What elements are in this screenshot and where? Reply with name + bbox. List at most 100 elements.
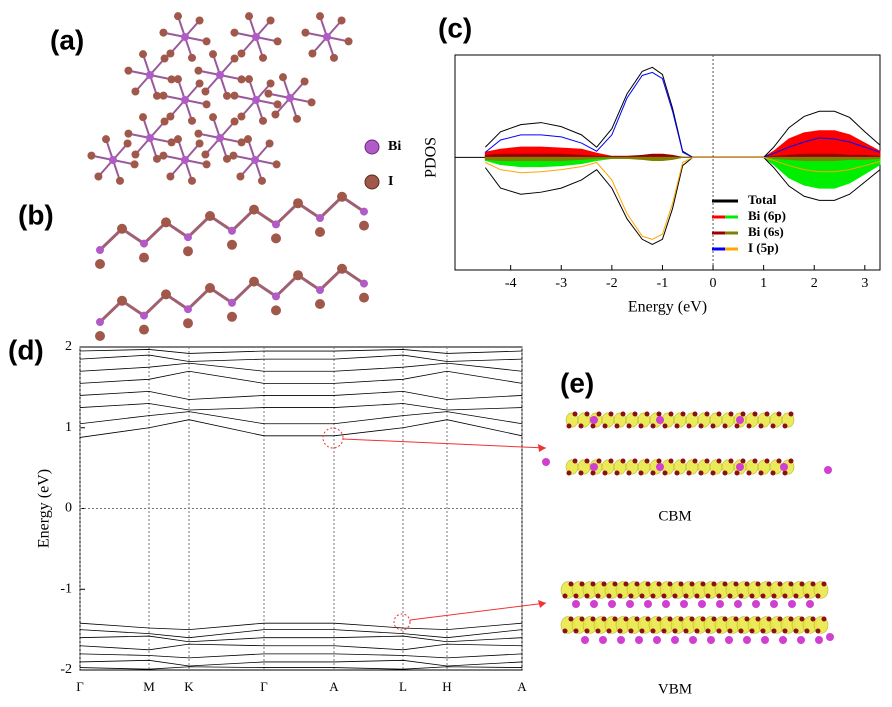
atom	[746, 470, 752, 476]
x-tick-label: -3	[555, 276, 567, 291]
atom	[661, 593, 667, 599]
atom-bi	[184, 233, 192, 242]
legend-label: Bi (6s)	[748, 224, 784, 239]
panel-label: (a)	[50, 24, 84, 55]
atom-bi	[272, 292, 280, 301]
atom	[727, 593, 733, 599]
atom	[568, 616, 574, 622]
atom-bi	[725, 636, 733, 644]
atom-bi	[662, 600, 670, 608]
x-tick-label: -2	[606, 276, 618, 291]
atom	[776, 411, 782, 417]
atom-i	[124, 66, 133, 75]
atom-i	[152, 154, 161, 163]
atom	[579, 616, 585, 622]
band-line	[79, 622, 523, 631]
atom	[749, 628, 755, 634]
atom	[771, 593, 777, 599]
atom	[728, 458, 734, 464]
y-tick-label: 1	[65, 420, 72, 435]
atom	[584, 628, 590, 634]
atom-bi	[181, 156, 189, 164]
atom-i	[202, 100, 211, 109]
atom	[686, 470, 692, 476]
band-line	[79, 629, 523, 639]
atom	[601, 616, 607, 622]
atom-i	[230, 28, 239, 37]
atom-i	[315, 227, 325, 237]
atom-i	[130, 160, 139, 169]
atom-i	[152, 91, 161, 100]
x-tick-label: -4	[505, 276, 517, 291]
x-axis-label: Energy (eV)	[628, 299, 707, 316]
atom-bi	[360, 207, 368, 216]
x-tick-label: A	[517, 679, 527, 694]
atom-bi	[162, 290, 170, 299]
atom-label: I	[388, 174, 393, 189]
atom	[650, 423, 656, 429]
atom-label: Bi	[388, 139, 401, 154]
atom	[568, 581, 574, 587]
atom	[704, 458, 710, 464]
atom	[788, 458, 794, 464]
structure-top-view	[87, 12, 353, 185]
atom-i	[258, 116, 267, 125]
atom-bi	[323, 33, 331, 41]
x-tick-label: 1	[760, 276, 767, 291]
atom	[650, 628, 656, 634]
y-axis-label: Energy (eV)	[36, 469, 53, 548]
atom-i	[264, 89, 273, 98]
atom-i	[222, 154, 231, 163]
atom-i	[316, 12, 325, 21]
atom-bi	[671, 636, 679, 644]
atom-bi	[797, 636, 805, 644]
atom	[590, 423, 596, 429]
atom-i	[266, 16, 275, 25]
atom	[638, 423, 644, 429]
atom	[738, 628, 744, 634]
atom-bi	[316, 286, 324, 294]
x-tick-label: 2	[811, 276, 818, 291]
atom	[734, 470, 740, 476]
bond	[186, 286, 212, 311]
atom-bi	[140, 311, 148, 320]
atom-i	[174, 135, 183, 144]
atom	[672, 628, 678, 634]
atom	[606, 593, 612, 599]
atom	[614, 470, 620, 476]
atom	[692, 411, 698, 417]
atom-bi	[698, 600, 706, 608]
atom-i	[258, 53, 267, 62]
atom	[692, 458, 698, 464]
atom	[656, 458, 662, 464]
atom-i	[131, 87, 140, 96]
atom	[733, 581, 739, 587]
atom	[662, 470, 668, 476]
atom-i	[102, 135, 111, 144]
atom-bi	[656, 416, 664, 424]
atom-bi	[206, 212, 214, 220]
atom-bi	[96, 246, 104, 254]
atom-i	[139, 252, 149, 263]
atom	[578, 423, 584, 429]
band-line	[79, 391, 523, 400]
x-tick-label: K	[184, 679, 194, 694]
atom-i	[222, 91, 231, 100]
atom-i	[245, 75, 254, 84]
atom	[614, 423, 620, 429]
atom-i	[187, 53, 196, 62]
atom	[562, 628, 568, 634]
atom-i	[167, 138, 176, 147]
atom	[667, 581, 673, 587]
y-tick-label: 2	[65, 339, 72, 354]
atom-i	[265, 139, 274, 148]
atom-bi	[228, 298, 236, 307]
atom	[746, 423, 752, 429]
y-tick-label: -1	[60, 581, 72, 596]
atom	[749, 593, 755, 599]
atom-bi	[653, 636, 661, 644]
pdos-area	[484, 156, 881, 161]
band-line	[79, 349, 523, 354]
atom	[612, 616, 618, 622]
